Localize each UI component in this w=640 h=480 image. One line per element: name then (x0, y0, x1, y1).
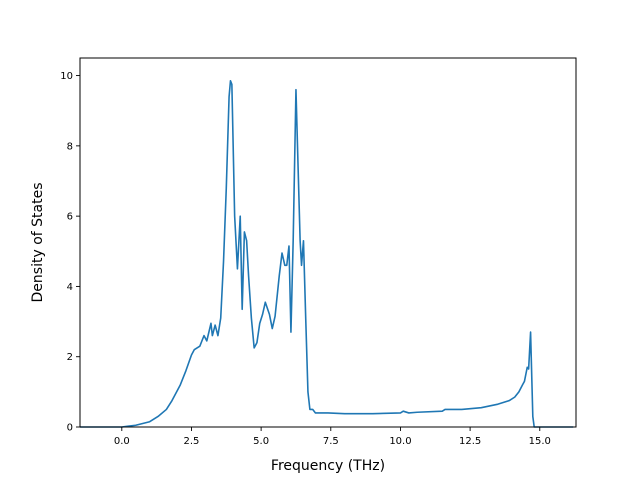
axes-frame (79, 57, 577, 428)
y-tick-label: 8 (67, 141, 73, 152)
y-tick-label: 0 (67, 423, 73, 434)
x-tick-label: 5.0 (253, 436, 269, 447)
x-tick-label: 15.0 (529, 436, 551, 447)
y-tick-label: 4 (67, 282, 73, 293)
dos-series-line-0 (80, 80, 574, 428)
y-tick-label: 10 (60, 71, 73, 82)
x-tick-label: 12.5 (459, 436, 481, 447)
y-tick-label: 2 (67, 352, 73, 363)
x-axis-ticks: 0.0 2.5 5.0 7.5 10.0 12.5 15.0 (114, 427, 551, 447)
plot-area (80, 80, 574, 428)
y-axis-ticks: 0 2 4 6 8 10 (60, 71, 80, 434)
y-tick-label: 6 (67, 212, 73, 223)
x-tick-label: 7.5 (323, 436, 339, 447)
x-axis-label: Frequency (THz) (271, 458, 385, 474)
x-tick-label: 0.0 (114, 436, 130, 447)
x-tick-label: 2.5 (184, 436, 200, 447)
x-tick-label: 10.0 (389, 436, 411, 447)
y-axis-label: Density of States (30, 183, 46, 303)
